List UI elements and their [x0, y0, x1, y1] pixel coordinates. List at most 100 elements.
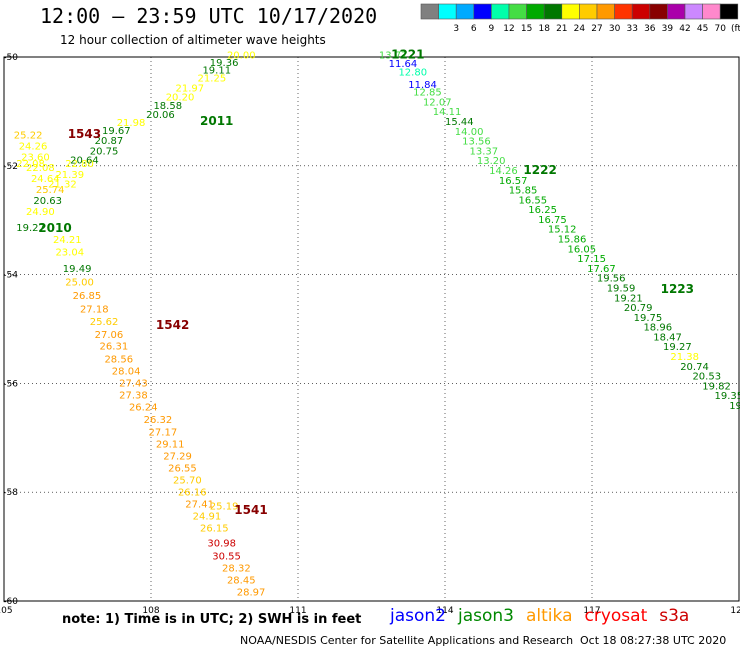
- legend-entry-s3a: s3a: [659, 606, 690, 626]
- wave-height-reading: 20.64: [70, 156, 99, 167]
- wave-height-reading: 24.26: [19, 141, 48, 152]
- legend-entry-jason2: jason2: [390, 606, 446, 626]
- wave-height-reading: 22.08: [16, 159, 45, 170]
- pass-id-label: 1543: [68, 127, 101, 141]
- wave-height-reading: 13.77: [379, 51, 408, 62]
- wave-height-reading: 28.45: [227, 576, 256, 587]
- wave-height-reading: 26.16: [178, 487, 207, 498]
- longitude-tick-label: 120: [730, 606, 740, 616]
- scale-label: 36: [644, 24, 656, 34]
- wave-height-reading: 21.39: [55, 170, 84, 181]
- wave-height-reading: 21.25: [198, 73, 227, 84]
- wave-height-reading: 19.59: [607, 283, 636, 294]
- units-note: note: 1) Time is in UTC; 2) SWH is in fe…: [62, 612, 362, 627]
- scale-label: 12: [503, 24, 514, 34]
- wave-height-reading: 13.37: [470, 146, 499, 157]
- scale-label: 42: [679, 24, 690, 34]
- wave-height-reading: 19.35: [715, 391, 740, 402]
- wave-height-reading: 19.36: [210, 58, 239, 69]
- wave-height-reading: 12.85: [413, 88, 442, 99]
- wave-height-reading: 19.56: [597, 274, 626, 285]
- longitude-tick-label: 108: [142, 606, 159, 616]
- scale-label: 27: [591, 24, 602, 34]
- wave-height-reading: 14.26: [489, 166, 518, 177]
- scale-label: 33: [626, 24, 637, 34]
- map-frame: [3, 56, 740, 602]
- scale-label: 21: [556, 24, 567, 34]
- wave-height-reading: 26.32: [144, 415, 173, 426]
- scale-label: 6: [471, 24, 477, 34]
- wave-height-reading: 20.63: [33, 196, 62, 207]
- wave-height-reading: 27.43: [119, 379, 148, 390]
- pass-id-label: 1221: [391, 48, 424, 62]
- wave-height-reading: 19.11: [202, 65, 231, 76]
- wave-height-reading: 16.05: [568, 244, 597, 255]
- wave-height-reading: 15.12: [548, 225, 577, 236]
- wave-height-reading: 20.79: [624, 303, 653, 314]
- wave-height-reading: 25.00: [65, 277, 94, 288]
- wave-height-reading: 28.56: [104, 355, 133, 366]
- wave-height-reading: 13.56: [462, 137, 491, 148]
- wave-height-reading: 27.41: [185, 499, 214, 510]
- wave-height-reading: 22.08: [26, 163, 55, 174]
- legend-entry-altika: altika: [526, 606, 573, 626]
- latitude-tick-label: -54: [3, 271, 18, 281]
- wave-height-reading: 25.70: [173, 475, 202, 486]
- longitude-tick-label: 111: [289, 606, 306, 616]
- scale-label: 30: [609, 24, 621, 34]
- latitude-tick-label: -50: [3, 53, 18, 63]
- wave-height-reading: 26.85: [73, 291, 102, 302]
- latitude-tick-label: -56: [3, 379, 18, 389]
- footer-credit: NOAA/NESDIS Center for Satellite Applica…: [240, 634, 574, 647]
- wave-height-reading: 25.62: [90, 317, 119, 328]
- scale-label: 3: [453, 24, 459, 34]
- wave-height-reading: 23.60: [21, 152, 50, 163]
- wave-height-reading: 27.18: [80, 305, 109, 316]
- satellite-legend: jason2 jason3 altika cryosat s3a: [390, 606, 701, 626]
- wave-height-reading: 28.97: [237, 588, 266, 599]
- wave-height-reading: 19.82: [702, 381, 731, 392]
- wave-height-reading: 27.06: [95, 330, 124, 341]
- wave-height-reading: 30.55: [212, 552, 241, 563]
- wave-height-reading: 26.55: [168, 464, 197, 475]
- page-subtitle: 12 hour collection of altimeter wave hei…: [60, 33, 326, 47]
- wave-height-reading: 25.19: [210, 502, 239, 513]
- longitude-tick-label: 105: [0, 606, 13, 616]
- scale-label: 70: [714, 24, 726, 34]
- footer-timestamp: Oct 18 08:27:38 UTC 2020: [580, 634, 727, 647]
- wave-height-reading: 20.06: [146, 110, 175, 121]
- wave-height-reading: 17.15: [577, 254, 606, 265]
- wave-height-reading: 20.74: [680, 362, 709, 373]
- pass-id-label: 1222: [523, 163, 556, 177]
- wave-height-reading: 18.58: [153, 101, 182, 112]
- wave-height-reading: 12.80: [398, 67, 427, 78]
- legend-entry-jason3: jason3: [458, 606, 514, 626]
- pass-id-label: 1541: [234, 503, 267, 517]
- wave-height-reading: 20.20: [166, 93, 195, 104]
- wave-height-reading: 16.55: [519, 195, 548, 206]
- wave-height-reading: 20.87: [95, 136, 124, 147]
- wave-height-reading: 29.11: [156, 440, 185, 451]
- wave-height-reading: 15.44: [445, 117, 474, 128]
- wave-height-reading: 21.98: [117, 118, 146, 129]
- wave-height-reading: 19.21: [614, 293, 643, 304]
- scale-label: 9: [489, 24, 495, 34]
- wave-height-reading: 30.98: [207, 539, 236, 550]
- wave-height-reading: 11.84: [408, 80, 437, 91]
- wave-height-reading: 21.97: [176, 83, 205, 94]
- wave-height-reading: 20.53: [692, 372, 721, 383]
- wave-height-reading: 14.11: [433, 107, 462, 118]
- wave-height-reading: 21.32: [48, 180, 77, 191]
- wave-height-reading: 18.96: [643, 323, 672, 334]
- pass-id-label: 2010: [38, 221, 71, 235]
- wave-height-reading: 25.22: [14, 131, 43, 142]
- wave-height-reading: 19.34: [729, 401, 740, 412]
- wave-height-reading: 20.75: [90, 146, 119, 157]
- pass-id-label: 1542: [156, 318, 189, 332]
- wave-height-reading: 13.20: [477, 156, 506, 167]
- wave-height-reading: 12.07: [423, 97, 452, 108]
- longitude-tick-label: 117: [583, 606, 600, 616]
- scale-label: 18: [538, 24, 550, 34]
